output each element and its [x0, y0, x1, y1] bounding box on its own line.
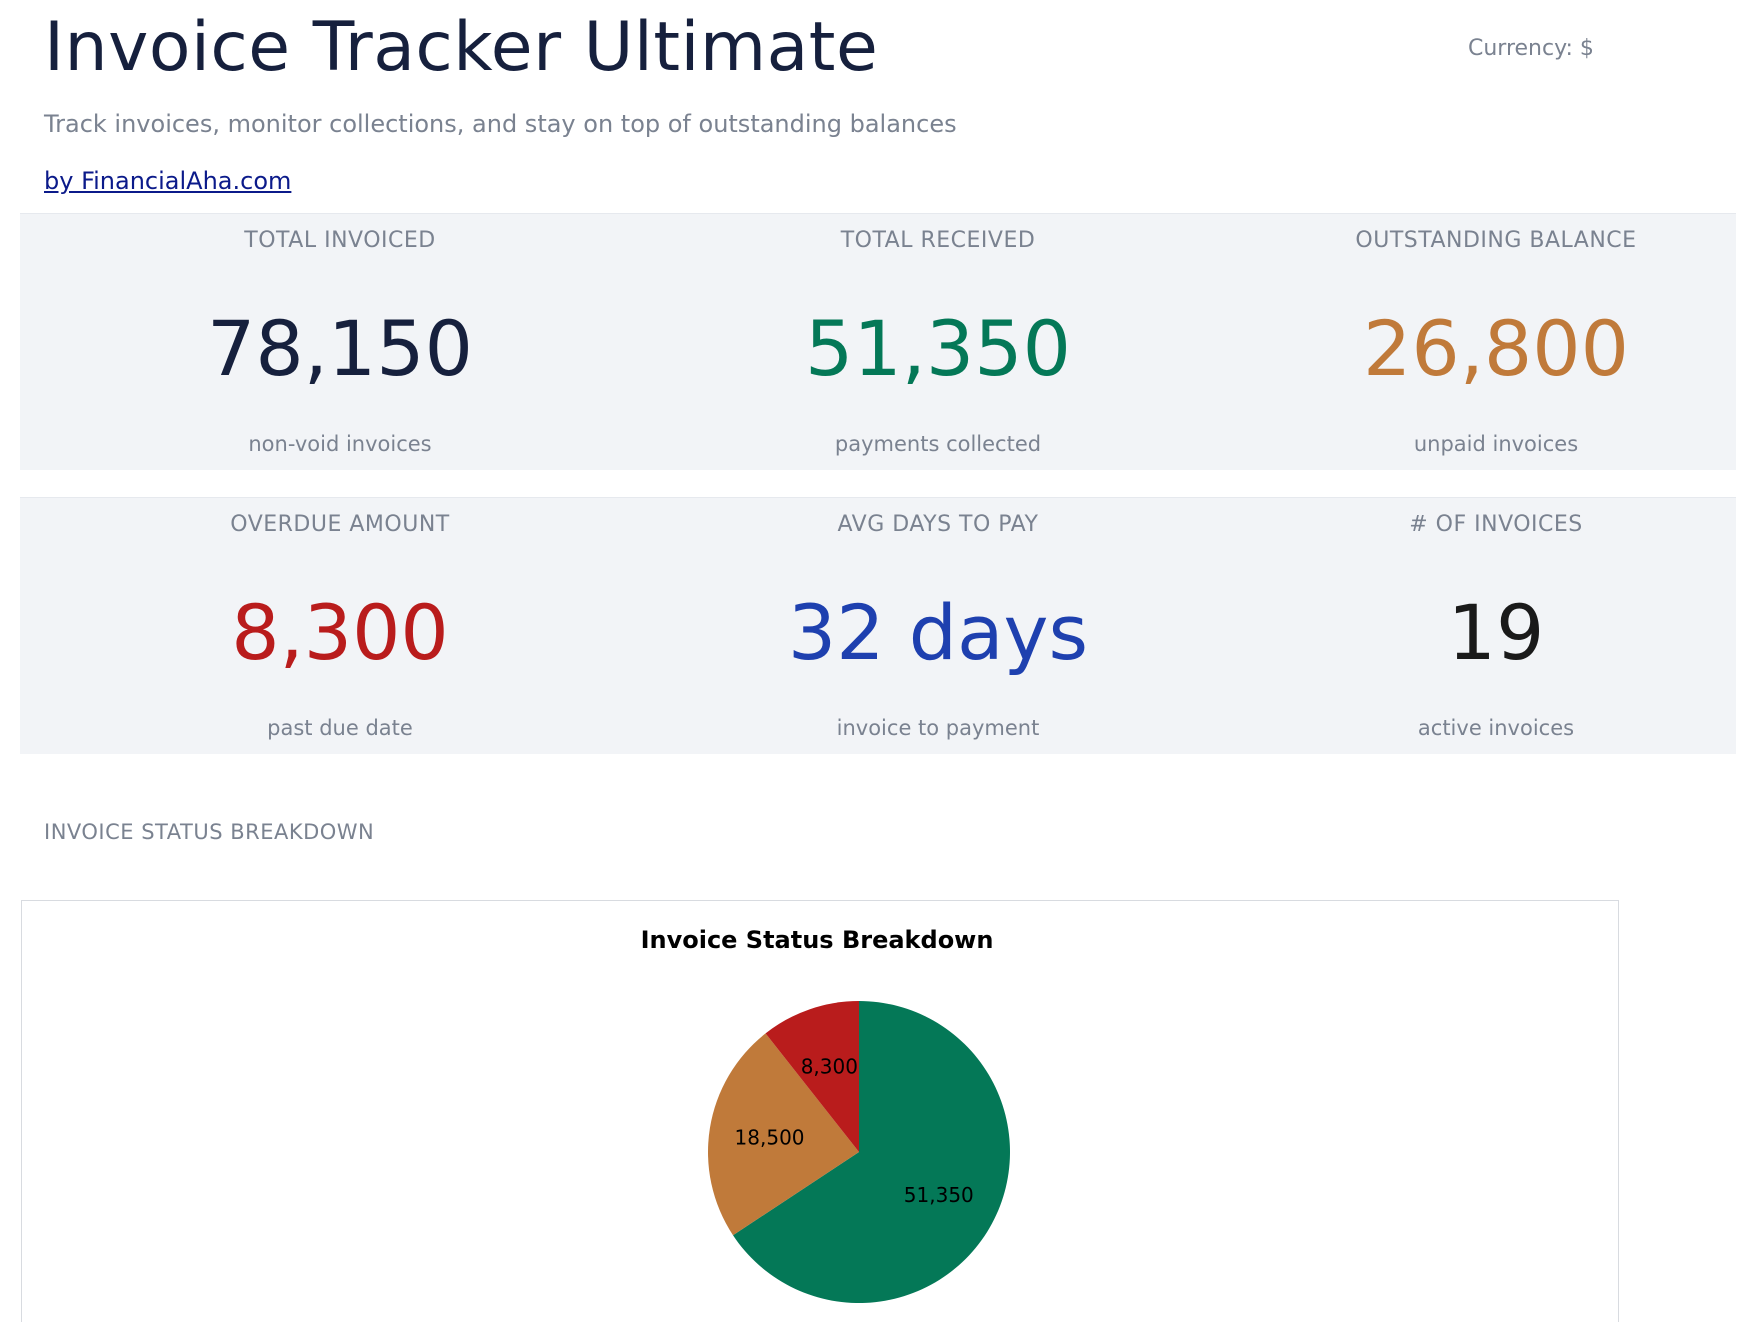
pie-slice [733, 1001, 1010, 1303]
kpi-label: AVG DAYS TO PAY [837, 512, 1039, 537]
kpi-value: 78,150 [207, 304, 473, 393]
pie-slice-label: 18,500 [735, 1126, 805, 1150]
kpi-label: OUTSTANDING BALANCE [1355, 228, 1637, 253]
kpi-value: 26,800 [1363, 304, 1629, 393]
kpi-caption: invoice to payment [836, 716, 1040, 740]
kpi-num-invoices: # OF INVOICES 19 active invoices [1196, 498, 1751, 754]
kpi-value: 19 [1447, 588, 1545, 677]
section-title-status-breakdown: INVOICE STATUS BREAKDOWN [44, 820, 375, 844]
pie-slice [707, 1033, 859, 1236]
currency-indicator: Currency: $ [1468, 36, 1594, 61]
kpi-avg-days-to-pay: AVG DAYS TO PAY 32 days invoice to payme… [638, 498, 1238, 754]
byline-link[interactable]: by FinancialAha.com [44, 167, 292, 195]
chart-canvas: Invoice Status Breakdown 51,350 18,500 8,30… [641, 926, 1010, 1303]
kpi-label: OVERDUE AMOUNT [230, 512, 450, 537]
kpi-outstanding-balance: OUTSTANDING BALANCE 26,800 unpaid invoic… [1196, 214, 1751, 470]
app-title: Invoice Tracker Ultimate [44, 8, 879, 87]
kpi-label: TOTAL INVOICED [244, 228, 436, 253]
kpi-value: 8,300 [231, 588, 449, 677]
kpi-caption: payments collected [834, 432, 1042, 456]
pie-slice-label: 8,300 [801, 1054, 858, 1078]
pie-slice-label: 51,350 [904, 1183, 974, 1207]
kpi-caption: past due date [267, 716, 413, 740]
kpi-row-2: OVERDUE AMOUNT 8,300 past due date AVG D… [20, 497, 1736, 754]
kpi-label: # OF INVOICES [1409, 512, 1583, 537]
kpi-row-1: TOTAL INVOICED 78,150 non-void invoices … [20, 213, 1736, 470]
kpi-caption: active invoices [1417, 716, 1575, 740]
kpi-label: TOTAL RECEIVED [840, 228, 1036, 253]
chart-title: Invoice Status Breakdown [641, 926, 994, 954]
pie-slice [765, 1001, 859, 1152]
kpi-caption: unpaid invoices [1413, 432, 1579, 456]
kpi-caption: non-void invoices [248, 432, 432, 456]
kpi-total-invoiced: TOTAL INVOICED 78,150 non-void invoices [40, 214, 640, 470]
status-pie-chart: Invoice Status Breakdown 51,350 18,500 8,30… [21, 900, 1619, 1322]
kpi-value: 32 days [787, 588, 1089, 677]
kpi-overdue-amount: OVERDUE AMOUNT 8,300 past due date [40, 498, 640, 754]
kpi-total-received: TOTAL RECEIVED 51,350 payments collected [638, 214, 1238, 470]
kpi-value: 51,350 [805, 304, 1071, 393]
app-subtitle: Track invoices, monitor collections, and… [44, 110, 957, 138]
